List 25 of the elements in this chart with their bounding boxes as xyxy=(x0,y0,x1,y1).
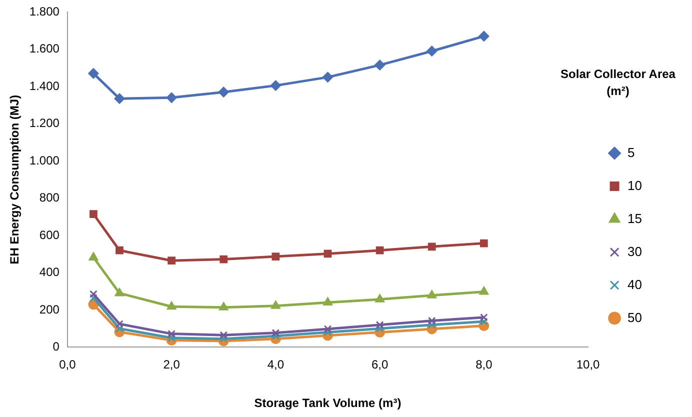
x-tick-label: 10,0 xyxy=(576,358,600,372)
y-tick-label: 0 xyxy=(52,340,60,354)
y-tick-label: 1.000 xyxy=(29,153,60,168)
y-tick-label: 200 xyxy=(39,302,60,316)
y-tick-label: 1.600 xyxy=(29,42,60,56)
y-tick-label: 1.200 xyxy=(29,116,60,130)
y-tick-label: 800 xyxy=(39,190,60,205)
legend-label: 15 xyxy=(628,210,642,226)
y-tick-label: 1.800 xyxy=(29,4,60,18)
x-tick-label: 6,0 xyxy=(371,358,388,372)
x-tick-label: 2,0 xyxy=(163,358,180,372)
y-axis-title: EH Energy Consumption (MJ) xyxy=(8,94,22,264)
legend-label: 50 xyxy=(628,310,642,325)
x-tick-label: 4,0 xyxy=(267,358,284,372)
x-tick-label: 8,0 xyxy=(476,358,493,372)
x-axis-title: Storage Tank Volume (m³) xyxy=(254,396,402,410)
legend-label: 5 xyxy=(628,144,635,160)
y-tick-label: 400 xyxy=(39,265,60,280)
legend-label: 30 xyxy=(628,244,642,259)
legend-label: 40 xyxy=(628,276,642,292)
y-tick-label: 1.400 xyxy=(29,78,60,93)
legend-title: Solar Collector Area (m²) xyxy=(560,66,676,100)
legend-label: 10 xyxy=(628,178,642,193)
x-tick-label: 0,0 xyxy=(59,358,76,372)
y-tick-label: 600 xyxy=(39,228,60,242)
